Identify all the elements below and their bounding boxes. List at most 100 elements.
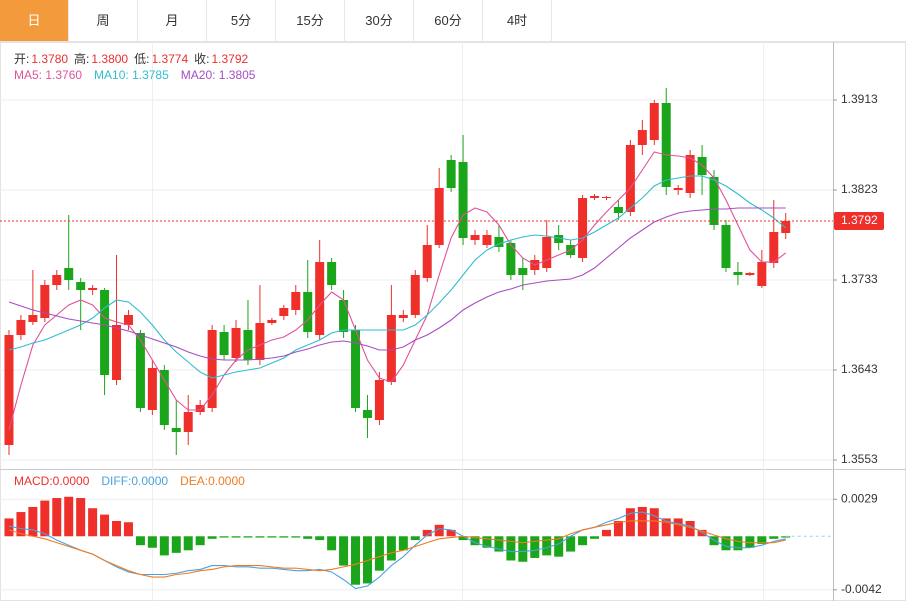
macd-bar xyxy=(315,536,325,541)
macd-bar xyxy=(458,536,468,541)
macd-bar xyxy=(482,536,492,548)
candle-body xyxy=(147,368,157,410)
candle-body xyxy=(183,412,193,432)
period-tab[interactable]: 5分 xyxy=(207,0,276,41)
macd-bar xyxy=(219,536,229,538)
macd-bar xyxy=(207,536,217,539)
y-tick-label: 1.3643 xyxy=(841,362,878,376)
series-line xyxy=(8,207,786,361)
candle-body xyxy=(578,198,588,258)
macd-bar xyxy=(195,536,205,546)
macd-bar xyxy=(673,518,683,537)
candle-body xyxy=(303,292,313,332)
macd-bar xyxy=(112,520,122,537)
candle-body xyxy=(291,292,301,310)
macd-bar xyxy=(374,536,384,571)
candle-body xyxy=(351,330,361,408)
macd-bar xyxy=(757,536,767,544)
candle-body xyxy=(207,330,217,408)
macd-bar xyxy=(135,536,145,546)
last-price-label: 1.3792 xyxy=(841,213,878,227)
candle-body xyxy=(28,315,38,322)
macd-bar xyxy=(28,506,38,537)
macd-bar xyxy=(685,520,695,537)
candle-body xyxy=(625,145,635,212)
candle-body xyxy=(721,225,731,268)
candle-body xyxy=(267,320,277,323)
candle-body xyxy=(362,410,372,418)
chart-frame xyxy=(0,42,906,601)
macd-bar xyxy=(601,529,611,537)
macd-bar xyxy=(422,529,432,537)
macd-bar xyxy=(721,536,731,551)
candle-body xyxy=(386,315,396,382)
macd-bar xyxy=(16,512,26,537)
candle-body xyxy=(590,196,600,198)
candle-body xyxy=(781,221,791,233)
candle-body xyxy=(518,268,528,275)
quote-value: 1.3792 xyxy=(211,52,249,66)
candle-body xyxy=(100,290,110,375)
series-line xyxy=(8,151,787,431)
candle-body xyxy=(219,332,229,355)
macd-bar xyxy=(649,508,659,537)
macd-bar xyxy=(769,536,779,539)
period-tab[interactable]: 月 xyxy=(138,0,207,41)
macd-bar xyxy=(709,536,719,546)
candle-body xyxy=(255,323,265,360)
candle-body xyxy=(733,272,743,275)
candle-body xyxy=(685,155,695,193)
candle-body xyxy=(613,207,623,213)
candle-body xyxy=(422,245,432,278)
macd-bar xyxy=(231,536,241,538)
macd-bar xyxy=(470,536,480,546)
macd-bar xyxy=(183,536,193,551)
candle-body xyxy=(64,268,74,280)
period-tab[interactable]: 30分 xyxy=(345,0,414,41)
candle-body xyxy=(494,237,504,247)
period-tab[interactable]: 60分 xyxy=(414,0,483,41)
candle-body xyxy=(231,328,241,358)
candle-body xyxy=(482,235,492,245)
period-tab[interactable]: 15分 xyxy=(276,0,345,41)
candle-body xyxy=(709,177,719,225)
candle-body xyxy=(195,405,205,412)
macd-bar xyxy=(625,508,635,537)
period-tab[interactable]: 4时 xyxy=(483,0,552,41)
candle-body xyxy=(52,275,62,285)
period-tab[interactable]: 日 xyxy=(0,0,69,41)
macd-bar xyxy=(781,536,791,538)
macd-bar xyxy=(733,536,743,551)
macd-bar xyxy=(351,536,361,585)
macd-bar xyxy=(40,500,50,537)
macd-bar xyxy=(745,536,755,548)
candle-body xyxy=(398,315,408,318)
quote-label: 收: xyxy=(194,52,210,66)
candle-body xyxy=(637,130,647,145)
macd-bar xyxy=(100,514,110,537)
macd-bar xyxy=(386,536,396,561)
candle-body xyxy=(374,380,384,420)
legend-entry: MA5: 1.3760 xyxy=(14,68,82,82)
macd-bar xyxy=(398,536,408,551)
legend-entry: MACD:0.0000 xyxy=(14,474,90,488)
candle-body xyxy=(4,335,14,445)
candle-body xyxy=(661,103,671,187)
candle-body xyxy=(327,262,337,285)
candle-body xyxy=(243,330,253,360)
macd-bar xyxy=(637,506,647,537)
y-tick-label: 1.3733 xyxy=(841,272,878,286)
quote-label: 高: xyxy=(74,52,90,66)
candle-body xyxy=(446,160,456,188)
candle-body xyxy=(16,320,26,335)
legend-entry: DIFF:0.0000 xyxy=(101,474,168,488)
macd-bar xyxy=(434,524,444,537)
candle-body xyxy=(458,162,468,238)
macd-bar xyxy=(243,536,253,538)
macd-bar xyxy=(64,496,74,537)
candle-body xyxy=(123,315,133,325)
quote-value: 1.3774 xyxy=(151,52,189,66)
period-tab[interactable]: 周 xyxy=(69,0,138,41)
